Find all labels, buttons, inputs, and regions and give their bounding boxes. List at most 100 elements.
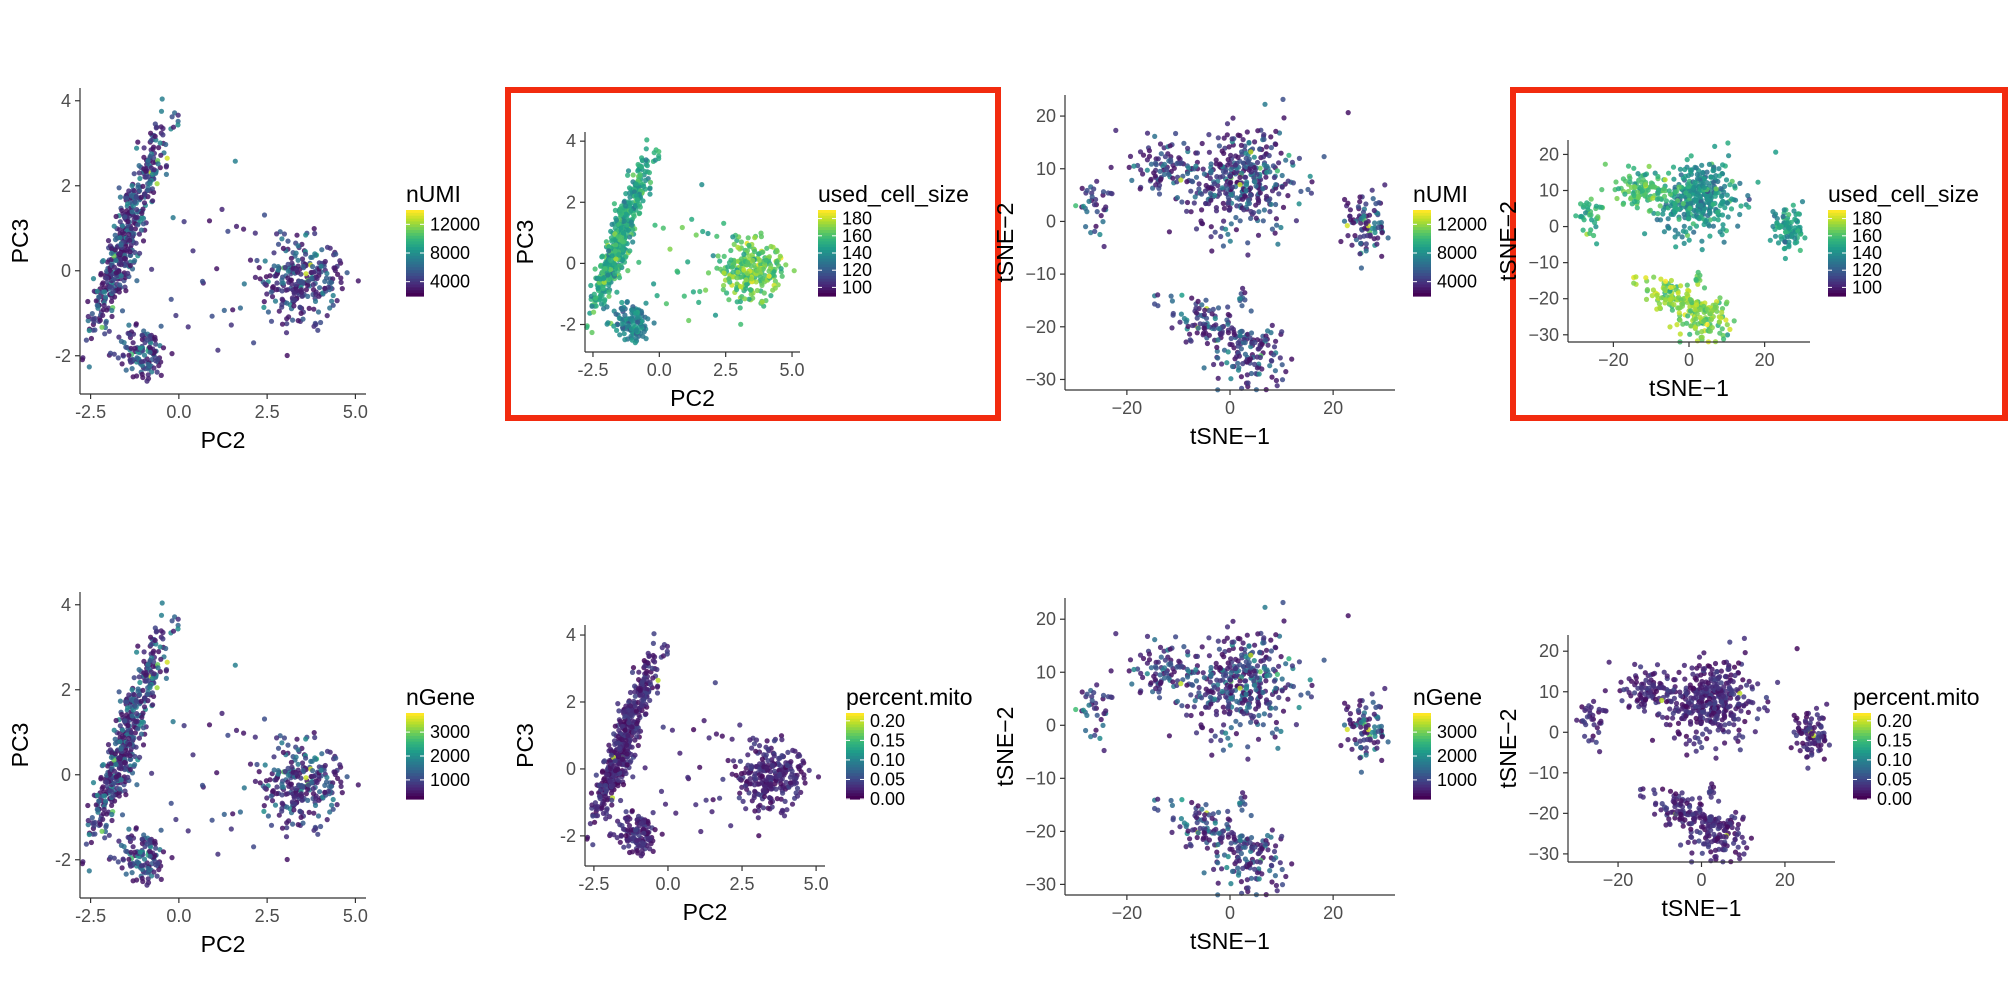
legend-gradient-step	[818, 250, 836, 254]
data-point	[1213, 322, 1219, 328]
data-point	[112, 237, 119, 243]
data-point	[121, 735, 127, 741]
data-point	[1152, 301, 1158, 307]
x-tick-label: 0	[1225, 398, 1235, 418]
data-point	[119, 711, 125, 718]
data-point	[225, 228, 231, 234]
data-point	[1237, 218, 1243, 224]
data-point	[1731, 318, 1737, 324]
data-point	[311, 306, 317, 312]
data-point	[1712, 143, 1718, 149]
data-point	[1666, 170, 1672, 176]
data-point	[156, 867, 162, 873]
legend-gradient-step	[818, 247, 836, 251]
data-point	[1168, 293, 1174, 299]
data-point	[753, 279, 759, 285]
y-axis-label: PC3	[7, 219, 33, 264]
data-point	[312, 298, 319, 304]
data-point	[674, 268, 680, 274]
data-point	[315, 813, 322, 819]
data-point	[1663, 198, 1669, 204]
data-point	[1156, 191, 1163, 197]
data-point	[1238, 374, 1244, 380]
data-point	[1717, 295, 1723, 301]
data-point	[1631, 198, 1638, 205]
data-point	[145, 174, 151, 180]
data-point	[85, 313, 91, 320]
data-point	[1162, 154, 1168, 160]
data-point	[1259, 341, 1265, 347]
data-point	[118, 746, 124, 752]
data-point	[593, 772, 599, 778]
data-point	[119, 223, 126, 229]
data-point	[125, 723, 131, 729]
data-point	[1252, 361, 1258, 367]
data-point	[119, 812, 126, 818]
data-point	[199, 782, 206, 789]
data-point	[314, 275, 320, 282]
data-point	[1228, 221, 1234, 227]
data-point	[1268, 201, 1274, 207]
legend-gradient-step	[1413, 230, 1431, 234]
data-point	[1276, 160, 1282, 166]
data-point	[746, 242, 752, 248]
data-point	[622, 337, 628, 343]
data-point	[169, 618, 175, 624]
data-point	[305, 293, 311, 299]
data-point	[155, 161, 161, 167]
data-point	[1738, 203, 1744, 209]
data-point	[147, 848, 153, 854]
data-point	[132, 703, 138, 709]
y-axis-label: tSNE−2	[1495, 201, 1521, 281]
y-tick-label: 2	[61, 176, 71, 196]
data-point	[338, 279, 344, 285]
data-point	[129, 870, 135, 876]
legend-gradient-step	[1413, 212, 1431, 217]
data-point	[625, 323, 631, 329]
data-point	[303, 775, 309, 781]
data-point	[284, 856, 290, 863]
data-point	[1257, 165, 1263, 171]
data-point	[327, 305, 333, 311]
data-point	[92, 831, 98, 837]
legend-gradient-step	[406, 250, 424, 254]
data-point	[772, 285, 778, 291]
data-point	[624, 299, 630, 305]
data-point	[1225, 321, 1231, 327]
legend-gradient-step	[406, 258, 424, 263]
data-point	[147, 344, 153, 350]
data-point	[152, 133, 158, 139]
legend-gradient-step	[818, 278, 836, 283]
chart-panel-p5: -2.5 0.0 2.5 5.0-2024PC2PC3nGene30002000100…	[7, 592, 475, 957]
data-point	[1279, 329, 1285, 335]
data-point	[1219, 361, 1225, 367]
data-point	[696, 299, 702, 305]
data-point	[310, 264, 316, 270]
data-point	[1699, 329, 1705, 335]
data-point	[750, 257, 756, 263]
data-point	[1251, 164, 1257, 170]
data-point	[132, 199, 138, 205]
data-point	[292, 801, 298, 807]
data-point	[150, 198, 156, 204]
data-point	[1369, 187, 1375, 193]
data-point	[1279, 184, 1285, 190]
data-point	[1276, 191, 1282, 197]
scatter-points	[584, 137, 797, 346]
data-point	[597, 296, 603, 302]
data-point	[745, 260, 751, 266]
data-point	[163, 675, 169, 682]
data-point	[136, 163, 142, 169]
data-point	[257, 276, 263, 282]
data-point	[272, 298, 279, 304]
data-point	[135, 222, 141, 228]
data-point	[1201, 171, 1207, 177]
legend-gradient-step	[818, 230, 836, 234]
data-point	[107, 267, 113, 273]
data-point	[660, 225, 666, 231]
data-point	[100, 258, 106, 264]
data-point	[1642, 231, 1648, 237]
data-point	[775, 282, 781, 288]
data-point	[264, 291, 270, 297]
x-tick-label: −20	[1598, 350, 1629, 370]
